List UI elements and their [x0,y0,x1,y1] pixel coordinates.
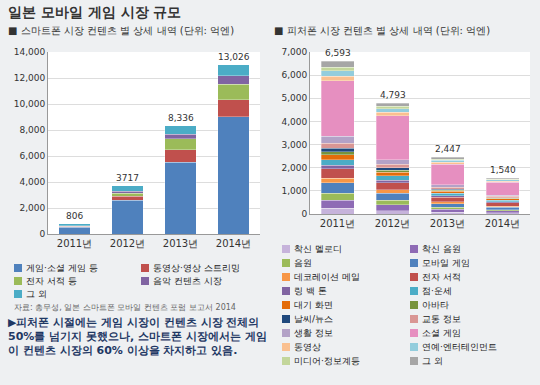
svg-text:8,336: 8,336 [168,113,194,123]
html-text:모바일 게임: 모바일 게임 [422,258,470,268]
html-text:날씨/뉴스: 날씨/뉴스 [294,314,333,324]
svg-text:6,593: 6,593 [325,48,351,58]
svg-text:1,000: 1,000 [281,186,307,196]
svg-text:4,000: 4,000 [281,117,307,127]
html-text:착신 음원: 착신 음원 [422,244,461,254]
html-text:점·운세: 점·운세 [422,286,452,296]
svg-text:2013년: 2013년 [430,218,465,229]
html-text:동영상: 동영상 [294,342,321,352]
html-text:음악 컨텐츠 시장: 음악 컨텐츠 시장 [153,276,222,286]
html-text:■ 피처폰 시장 컨텐츠 별 상세 내역 (단위: 억엔): ■ 피처폰 시장 컨텐츠 별 상세 내역 (단위: 억엔) [274,25,491,36]
svg-text:0: 0 [301,209,307,219]
html-text:■ 스마트폰 시장 컨텐츠 별 상세 내역 (단위: 억엔): ■ 스마트폰 시장 컨텐츠 별 상세 내역 (단위: 억엔) [8,25,235,36]
svg-text:3,000: 3,000 [281,140,307,150]
svg-text:2,447: 2,447 [435,144,461,154]
svg-text:1,540: 1,540 [490,165,516,175]
svg-text:4,000: 4,000 [19,177,45,187]
svg-text:2011년: 2011년 [57,238,92,249]
svg-text:0: 0 [39,229,45,239]
html-text:일본 모바일 게임 시장 규모: 일본 모바일 게임 시장 규모 [8,4,182,20]
html-text:소셜 게임: 소셜 게임 [422,328,461,338]
svg-text:2012년: 2012년 [375,218,410,229]
html-text:연예·엔터테인먼트: 연예·엔터테인먼트 [422,342,497,352]
svg-text:2014년: 2014년 [216,238,251,249]
html-text:대기 화면: 대기 화면 [294,300,333,310]
html-text:전자 서적: 전자 서적 [422,272,461,282]
svg-text:4,793: 4,793 [380,90,406,100]
html-text:▶피처폰 시절에는 게임 시장이 컨텐츠 시장 전체의 50: ▶피처폰 시절에는 게임 시장이 컨텐츠 시장 전체의 50%를 넘기지 못했으… [8,316,267,357]
html-text:교통 정보: 교통 정보 [422,314,461,324]
svg-text:6,000: 6,000 [281,70,307,80]
svg-text:13,026: 13,026 [218,52,250,62]
html-text:미디어·정보계등: 미디어·정보계등 [294,356,360,366]
svg-text:2011년: 2011년 [320,218,355,229]
svg-text:14,000: 14,000 [14,47,46,57]
svg-text:3717: 3717 [116,173,139,183]
html-text:데코레이션 메일: 데코레이션 메일 [294,272,360,282]
html-text:착신 멜로디: 착신 멜로디 [294,244,342,254]
svg-text:8,000: 8,000 [19,125,45,135]
svg-text:806: 806 [66,211,83,221]
html-text:아바타: 아바타 [422,300,449,310]
svg-text:5,000: 5,000 [281,93,307,103]
html-text:게임·소셜 게임 등: 게임·소셜 게임 등 [26,263,98,273]
svg-text:2,000: 2,000 [19,203,45,213]
svg-text:2014년: 2014년 [485,218,520,229]
html-text:자료: 총무성, 일본 스마트폰 모바일 컨텐츠 포럼 보고: 자료: 총무성, 일본 스마트폰 모바일 컨텐츠 포럼 보고서 2014 [14,303,236,312]
html-text:그 외: 그 외 [422,356,443,366]
svg-text:2012년: 2012년 [110,238,145,249]
svg-text:12,000: 12,000 [14,73,46,83]
svg-text:6,000: 6,000 [19,151,45,161]
html-text:생활 정보: 생활 정보 [294,328,333,338]
svg-text:2,000: 2,000 [281,163,307,173]
html-text:동영상·영상 스트리밍: 동영상·영상 스트리밍 [153,263,240,273]
html-text:그 외: 그 외 [26,289,47,299]
svg-text:10,000: 10,000 [14,99,46,109]
svg-text:7,000: 7,000 [281,47,307,57]
svg-text:2013년: 2013년 [163,238,198,249]
html-text:전자 서적 등: 전자 서적 등 [26,276,77,286]
html-text:음원: 음원 [294,258,312,268]
html-text:링 백 톤: 링 백 톤 [294,286,327,296]
